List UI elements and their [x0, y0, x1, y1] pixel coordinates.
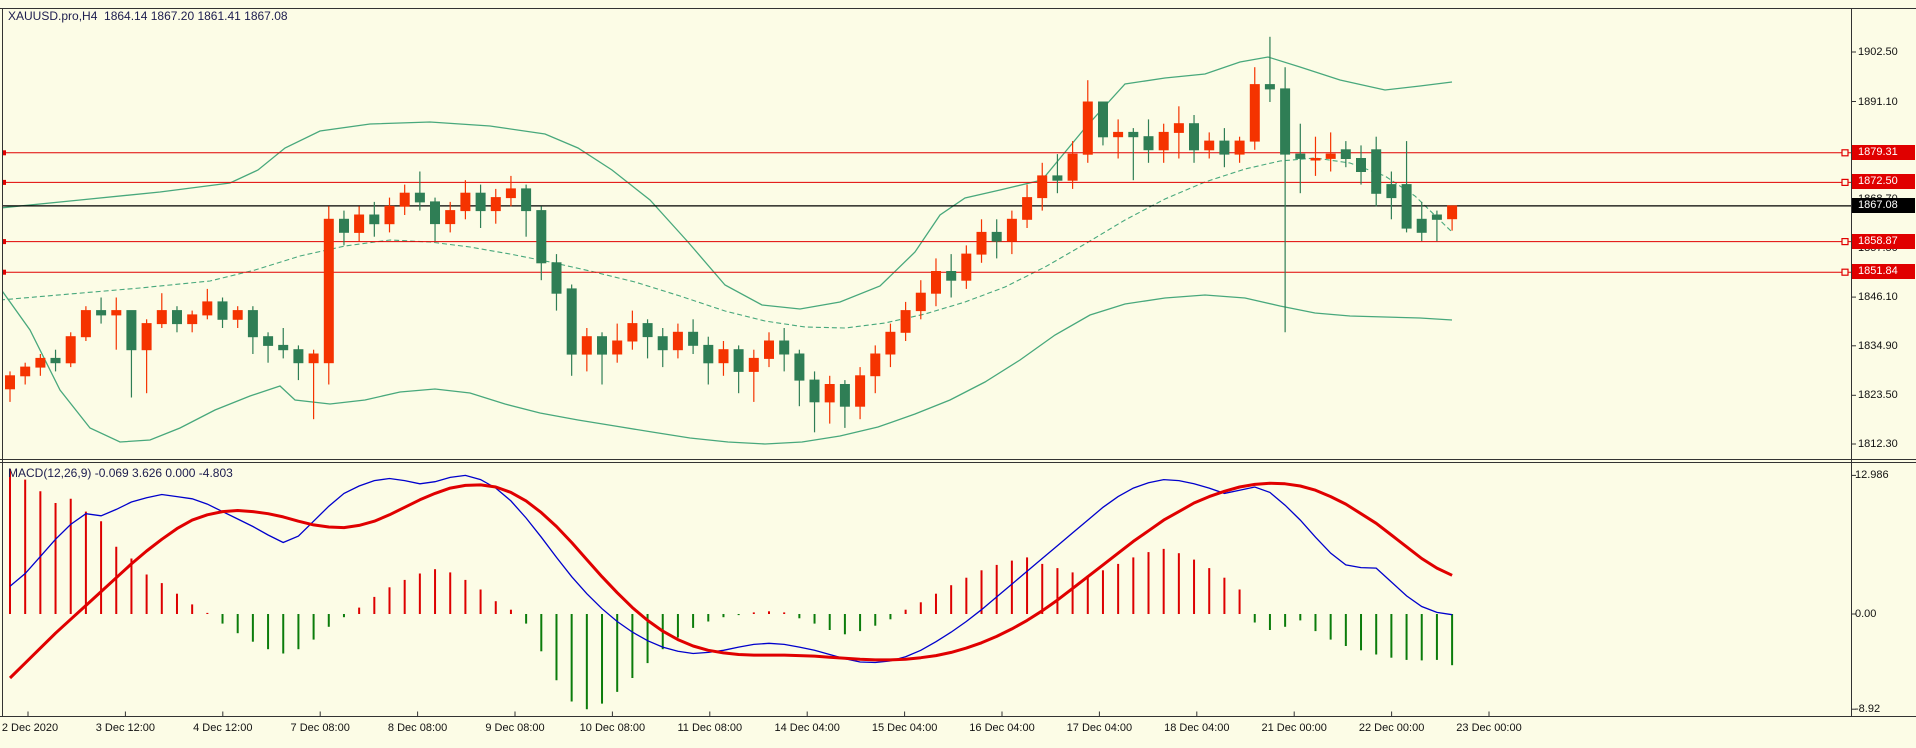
price-tick-label: 1891.10 [1858, 95, 1898, 108]
time-tick-label: 10 Dec 08:00 [579, 722, 646, 734]
time-tick-label: 23 Dec 00:00 [1456, 722, 1522, 734]
macd-indicator-label: MACD(12,26,9) -0.069 3.626 0.000 -4.803 [8, 466, 233, 480]
time-tick-label: 2 Dec 2020 [1, 722, 59, 734]
macd-tick-label: -8.92 [1855, 703, 1881, 716]
time-tick-label: 8 Dec 08:00 [387, 722, 448, 734]
time-tick-label: 18 Dec 04:00 [1164, 722, 1230, 734]
time-tick-label: 14 Dec 04:00 [774, 722, 840, 734]
price-tick-label: 1823.50 [1858, 389, 1898, 402]
time-tick-label: 9 Dec 08:00 [485, 722, 545, 734]
macd-tick-label: 0.00 [1855, 608, 1877, 620]
macd-tick-label: 12.986 [1855, 469, 1889, 482]
level-price-badge: 1858.87 [1852, 233, 1915, 249]
time-tick-label: 17 Dec 04:00 [1066, 722, 1133, 734]
price-tick-label: 1846.10 [1858, 291, 1898, 304]
level-price-badge: 1872.50 [1852, 174, 1915, 190]
symbol-ohlc-title: XAUUSD.pro,H4 1864.14 1867.20 1861.41 18… [8, 9, 288, 23]
time-tick-label: 22 Dec 00:00 [1358, 722, 1425, 734]
price-tick-label: 1812.30 [1858, 438, 1898, 450]
time-tick-label: 7 Dec 08:00 [290, 722, 350, 734]
time-tick-label: 21 Dec 00:00 [1261, 722, 1327, 734]
price-tick-label: 1902.50 [1858, 46, 1898, 58]
current-price-badge: 1867.08 [1852, 197, 1915, 213]
price-tick-label: 1834.90 [1858, 339, 1898, 352]
time-tick-label: 15 Dec 04:00 [871, 722, 938, 734]
time-tick-label: 3 Dec 12:00 [95, 722, 156, 734]
time-tick-label: 16 Dec 04:00 [969, 722, 1035, 734]
time-tick-label: 11 Dec 08:00 [677, 722, 743, 734]
level-price-badge: 1879.31 [1852, 144, 1915, 160]
level-price-badge: 1851.84 [1852, 264, 1915, 280]
time-tick-label: 4 Dec 12:00 [193, 722, 253, 734]
